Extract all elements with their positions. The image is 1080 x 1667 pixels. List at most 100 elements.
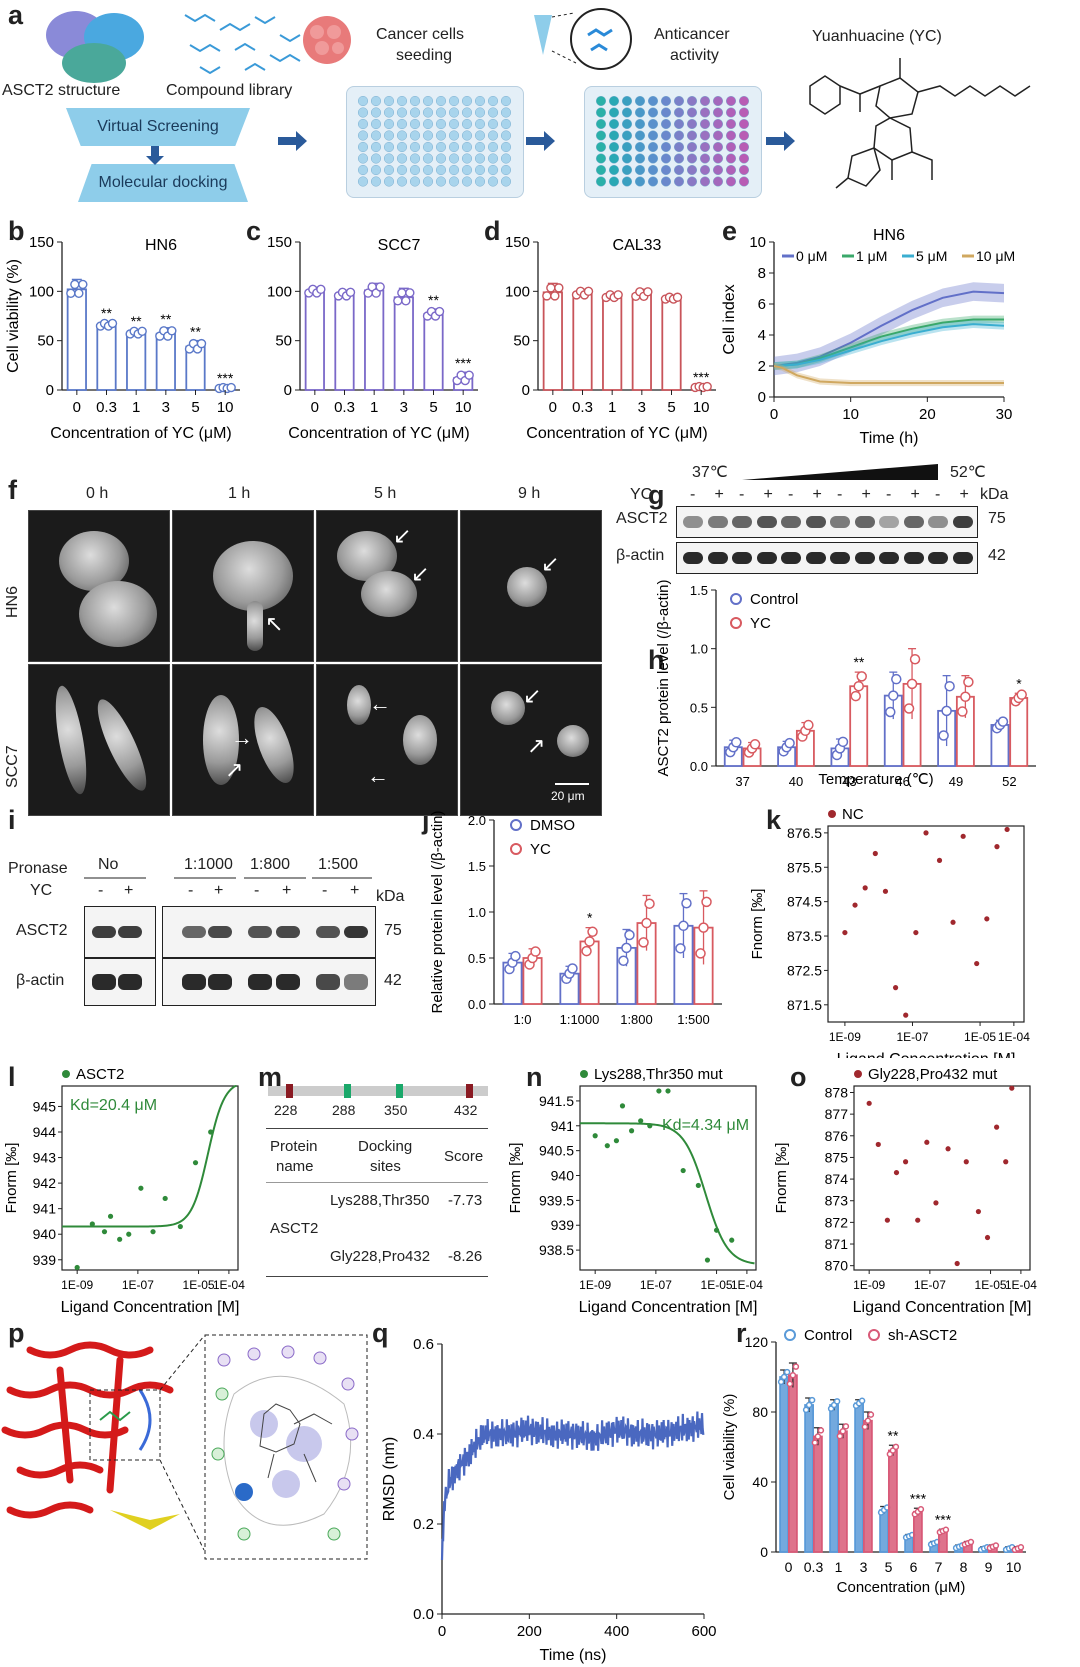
scale-bar-label: 20 μm — [551, 789, 585, 803]
protein-ribbon-structure — [1, 1341, 180, 1530]
x-tick-label: 1E-07 — [896, 1030, 928, 1044]
well — [660, 118, 672, 130]
tube-magnifier-icon — [534, 8, 632, 70]
legend-marker — [730, 617, 742, 629]
chart-c-scc7-viability: 0 50 100 150 SCC7 0 0.3 1 3 ** 5 *** 10 Concentration… — [267, 234, 478, 442]
yc-sign: - — [690, 486, 696, 503]
data-point — [1017, 1544, 1025, 1551]
yc-sign-i: + — [214, 882, 224, 899]
well — [396, 164, 408, 176]
well — [396, 118, 408, 130]
well — [608, 107, 620, 118]
well — [686, 141, 698, 153]
yc-sign-i: + — [350, 882, 360, 899]
x-tick-label: 0 — [770, 406, 778, 423]
chart-e-cell-index: 0 2 4 6 8 10 Cell index 0 10 20 30 Time (h) HN6 0 μM 1… — [721, 228, 1015, 447]
y-axis-label: Fnorm [‰] — [507, 1143, 524, 1214]
data-point — [872, 850, 878, 857]
asct2-band — [879, 516, 899, 528]
asct2-band-i — [182, 926, 206, 938]
bar — [96, 323, 117, 391]
data-point — [909, 653, 921, 665]
significance-label: *** — [217, 370, 234, 386]
well — [725, 118, 737, 130]
x-tick-label: 1:500 — [677, 1012, 710, 1027]
data-point — [587, 926, 598, 938]
header-docking: Docking — [358, 1138, 413, 1155]
x-tick-label: 9 — [985, 1559, 993, 1575]
asct2-band — [903, 516, 924, 528]
well — [474, 176, 486, 187]
data-point — [638, 937, 649, 948]
table-rule-top — [266, 1128, 488, 1129]
data-point — [434, 306, 445, 317]
panel-letter-g: g — [648, 480, 665, 510]
data-point — [510, 950, 521, 962]
well — [725, 164, 737, 176]
y-tick-label: 40 — [752, 1474, 768, 1490]
data-point — [784, 737, 795, 749]
anticancer-label-2: activity — [670, 47, 719, 64]
actin-band — [952, 552, 973, 564]
asct2-band — [830, 516, 850, 528]
x-tick-label: 1E-09 — [829, 1030, 861, 1044]
well — [673, 118, 685, 130]
x-tick-label: 37 — [735, 774, 749, 789]
row1-score: -7.73 — [448, 1192, 483, 1209]
x-tick-label: 0 — [311, 399, 319, 416]
yc-sign: + — [861, 486, 871, 503]
x-tick-label: 0 — [438, 1623, 446, 1640]
pronase-label: Pronase — [8, 860, 68, 877]
well — [370, 164, 382, 176]
yc-row-label: YC — [630, 486, 653, 503]
significance-label: ** — [101, 305, 112, 321]
data-point — [550, 291, 560, 301]
significance-label: ** — [160, 311, 171, 327]
data-point — [944, 680, 955, 692]
y-axis-label: Cell index — [721, 284, 738, 354]
yc-sign: + — [910, 486, 920, 503]
bar — [661, 297, 682, 391]
well — [357, 130, 369, 141]
micro-scc7-0h — [28, 664, 170, 816]
data-point — [192, 1160, 199, 1166]
panel-letter-i: i — [8, 805, 16, 835]
data-point — [837, 736, 849, 748]
y-tick-label: 945 — [33, 1098, 57, 1114]
bar — [779, 1376, 789, 1553]
data-point — [138, 1185, 144, 1191]
x-tick-label: 1E-09 — [579, 1278, 611, 1292]
well — [370, 176, 382, 187]
well — [370, 118, 382, 130]
chart-n-mst-mut1: 938.5 939 939.5 940 940.5 941 941.5 1E-09 1E-07 1… — [507, 1066, 763, 1316]
well — [673, 153, 685, 164]
panel-letter-n: n — [526, 1062, 543, 1092]
y-tick-label: 870 — [825, 1258, 849, 1274]
data-point — [638, 1118, 644, 1124]
data-point — [546, 283, 556, 293]
well — [738, 130, 750, 141]
bar — [788, 1374, 798, 1553]
significance-label: ** — [190, 324, 201, 340]
yc-sign-i: - — [254, 882, 260, 899]
x-tick-label: 46 — [895, 774, 909, 789]
well — [487, 118, 499, 130]
data-point — [89, 1221, 95, 1227]
well — [357, 141, 369, 153]
pronase-group-1-500: 1:500 — [318, 856, 359, 873]
x-tick-label: 40 — [789, 774, 803, 789]
data-point — [584, 936, 595, 947]
well — [608, 95, 620, 107]
well — [699, 95, 711, 107]
data-point — [345, 287, 356, 298]
well — [487, 176, 499, 187]
well — [396, 176, 408, 187]
data-point — [945, 1146, 951, 1152]
data-point — [729, 1237, 735, 1243]
well — [422, 118, 434, 130]
micro-scc7-5h: ← ← — [316, 664, 458, 816]
yc-sign-i: - — [322, 882, 328, 899]
well — [712, 130, 724, 141]
data-point — [704, 1257, 711, 1263]
well — [647, 176, 659, 187]
